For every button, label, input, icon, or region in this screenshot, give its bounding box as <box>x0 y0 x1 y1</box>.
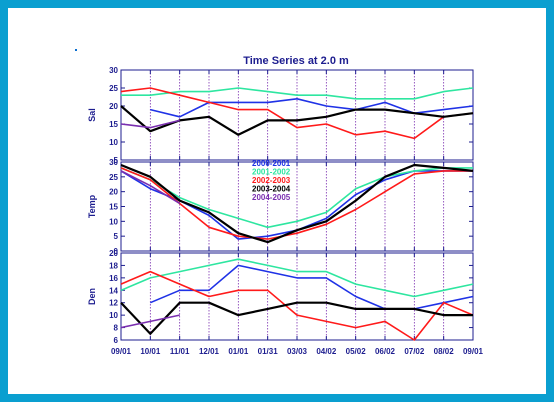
series-2001-2002 <box>120 258 474 298</box>
legend-entry: 2001-2002 <box>252 168 291 177</box>
y-tick-label: 10 <box>109 138 118 147</box>
y-tick-label: 5 <box>114 156 119 165</box>
y-axis-label: Den <box>87 288 97 305</box>
y-tick-label: 0 <box>114 247 119 256</box>
y-tick-label: 15 <box>109 120 118 129</box>
y-tick-label: 15 <box>109 203 118 212</box>
y-tick-label: 8 <box>114 324 119 333</box>
y-tick-label: 16 <box>109 274 118 283</box>
legend-entry: 2002-2003 <box>252 176 291 185</box>
y-tick-label: 10 <box>109 311 118 320</box>
x-tick-label: 09/01 <box>463 347 484 356</box>
series-2004-2005 <box>120 314 180 329</box>
legend-entry: 2004-2005 <box>252 193 291 202</box>
x-tick-label: 11/01 <box>170 347 190 356</box>
y-tick-label: 30 <box>109 158 118 167</box>
x-tick-label: 10/01 <box>140 347 161 356</box>
y-tick-label: 25 <box>109 84 118 93</box>
y-tick-label: 12 <box>109 299 118 308</box>
series-2003-2004 <box>120 301 473 335</box>
series-2000-2001 <box>149 264 474 310</box>
series-2004-2005 <box>120 119 180 129</box>
y-tick-label: 18 <box>109 261 118 270</box>
y-axis-label: Sal <box>87 108 97 122</box>
x-tick-label: 08/02 <box>434 347 455 356</box>
y-tick-label: 5 <box>114 232 119 241</box>
y-tick-label: 20 <box>109 249 118 258</box>
series-2003-2004 <box>120 163 474 244</box>
x-tick-label: 09/01 <box>111 347 132 356</box>
series-2001-2002 <box>120 167 473 229</box>
y-tick-label: 14 <box>109 286 118 295</box>
y-tick-label: 25 <box>109 173 118 182</box>
series-2001-2002 <box>121 87 474 100</box>
panel-sal: 5 10 15 20 25 30 Sal <box>87 66 474 165</box>
y-axis-label: Temp <box>87 194 97 218</box>
panel-temp: 0 5 10 15 20 25 30 Temp <box>87 158 474 256</box>
y-tick-label: 6 <box>114 336 119 345</box>
x-tick-label: 01/01 <box>228 347 249 356</box>
x-tick-label: 12/01 <box>199 347 220 356</box>
chart-frame <box>8 8 546 394</box>
panel-den: 6 8 10 12 14 16 18 20 Den <box>87 249 474 345</box>
series-2000-2001 <box>150 98 474 118</box>
y-tick-label: 20 <box>109 188 118 197</box>
decorative-dot <box>75 49 77 51</box>
y-tick-label: 30 <box>109 66 118 75</box>
y-tick-label: 10 <box>109 217 118 226</box>
chart-title: Time Series at 2.0 m <box>243 55 349 67</box>
x-tick-label: 03/03 <box>287 347 308 356</box>
x-tick-label: 05/02 <box>346 347 367 356</box>
legend-entry: 2000-2001 <box>252 159 291 168</box>
x-tick-label: 01/31 <box>258 347 279 356</box>
series-2002-2003 <box>120 87 474 140</box>
x-tick-label: 04/02 <box>316 347 337 356</box>
x-tick-label: 07/02 <box>404 347 425 356</box>
y-tick-label: 20 <box>109 102 118 111</box>
x-tick-label: 06/02 <box>375 347 396 356</box>
series-2002-2003 <box>120 270 474 341</box>
legend-entry: 2003-2004 <box>252 185 291 194</box>
series-2004-2005 <box>120 170 181 205</box>
